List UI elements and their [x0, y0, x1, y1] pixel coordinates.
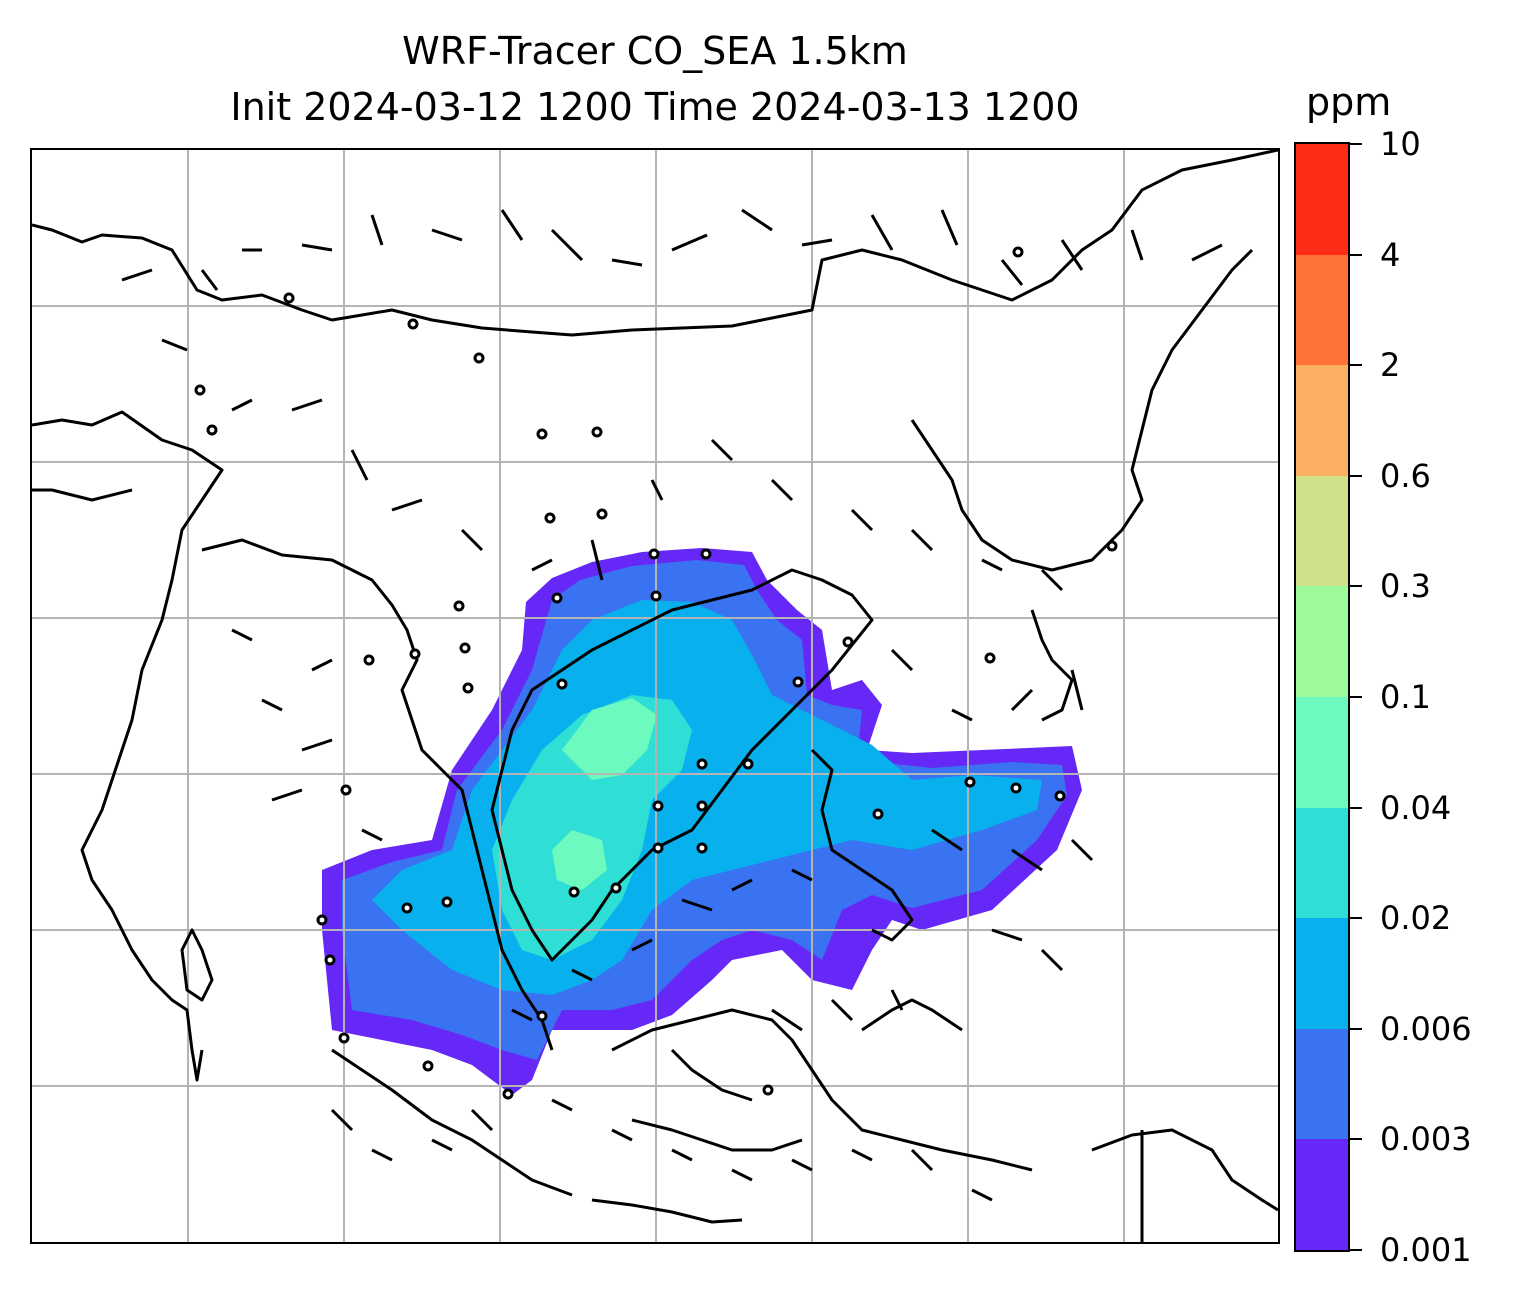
colorbar-tick	[1350, 1138, 1362, 1141]
colorbar-tick-label: 0.003	[1380, 1120, 1472, 1159]
colorbar-tick	[1350, 474, 1362, 477]
tracer-fill-peak-2	[552, 830, 607, 890]
colorbar-segment	[1296, 475, 1348, 587]
colorbar-tick	[1350, 1249, 1362, 1251]
colorbar-tick-label: 0.001	[1380, 1231, 1472, 1269]
colorbar-tick	[1350, 364, 1362, 367]
colorbar-tick-label: 2	[1380, 346, 1401, 385]
colorbar-segment	[1296, 364, 1348, 476]
colorbar-tick	[1350, 696, 1362, 698]
colorbar-segment	[1296, 807, 1348, 919]
map-panel[interactable]	[30, 148, 1280, 1244]
colorbar-tick	[1350, 917, 1362, 920]
tracer-fill-peak	[562, 698, 657, 780]
colorbar-tick-label: 0.1	[1380, 678, 1431, 716]
coastlines-and-borders	[32, 150, 1278, 1242]
colorbar-tick-label: 0.04	[1380, 788, 1452, 827]
colorbar-tick	[1350, 806, 1362, 809]
lat-lon-gridlines	[32, 150, 1278, 1242]
colorbar-tick	[1350, 585, 1362, 588]
tracer-fill-high	[492, 695, 692, 960]
colorbar-tick-label: 0.3	[1380, 567, 1431, 606]
colorbar-segment	[1296, 585, 1348, 697]
colorbar-tick-label: 10	[1380, 125, 1421, 163]
colorbar-unit-label: ppm	[1306, 80, 1392, 124]
colorbar-segment	[1296, 143, 1348, 255]
calm-wind-circles	[194, 246, 1118, 1100]
colorbar-tick	[1350, 143, 1362, 145]
colorbar-tick-label: 4	[1380, 235, 1401, 274]
colorbar-tick-label: 0.02	[1380, 899, 1452, 938]
colorbar-segment	[1296, 254, 1348, 366]
colorbar	[1294, 142, 1350, 1252]
colorbar-segment	[1296, 696, 1348, 808]
colorbar-segment	[1296, 1028, 1348, 1140]
colorbar-tick	[1350, 253, 1362, 256]
colorbar-segment	[1296, 917, 1348, 1029]
map-title-line-2: Init 2024-03-12 1200 Time 2024-03-13 120…	[230, 85, 1080, 129]
map-canvas	[32, 150, 1278, 1242]
colorbar-tick-label: 0.006	[1380, 1009, 1472, 1048]
wind-barbs	[121, 208, 1223, 1202]
colorbar-segment	[1296, 1138, 1348, 1250]
colorbar-tick-label: 0.6	[1380, 456, 1431, 495]
map-title-line-1: WRF-Tracer CO_SEA 1.5km	[402, 29, 908, 73]
colorbar-tick	[1350, 1027, 1362, 1030]
